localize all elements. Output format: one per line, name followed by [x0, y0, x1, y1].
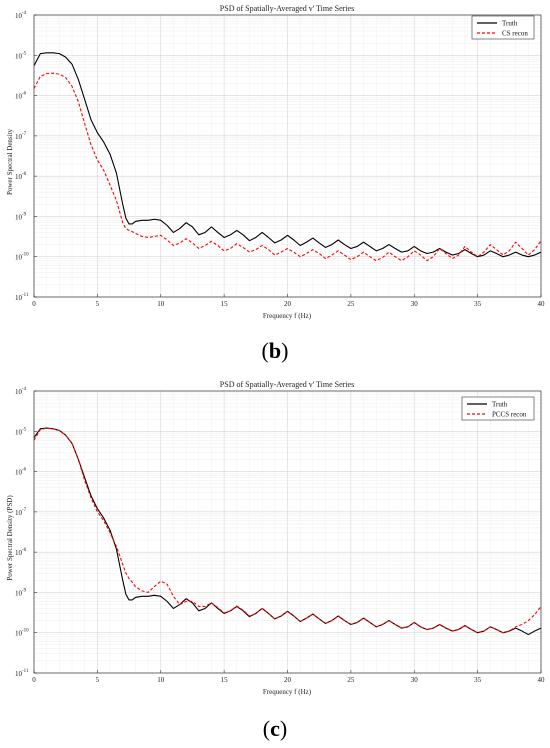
y-tick-label: 10	[15, 173, 23, 181]
x-tick-label: 20	[284, 676, 292, 684]
y-tick-exponent: -11	[22, 669, 29, 674]
panel-label: (c)	[263, 716, 287, 741]
y-tick-exponent: -8	[22, 548, 27, 553]
y-tick-exponent: -7	[22, 508, 27, 513]
x-tick-label: 40	[538, 676, 546, 684]
x-tick-label: 40	[538, 300, 546, 308]
x-tick-label: 30	[411, 300, 419, 308]
psd-panel-c: PSD of Spatially-Averaged v' Time Series…	[6, 380, 545, 741]
axes-frame	[33, 14, 542, 298]
series-line-truth	[33, 52, 542, 258]
x-tick-label: 5	[96, 300, 100, 308]
y-tick-exponent: -6	[22, 92, 27, 97]
chart-title: PSD of Spatially-Averaged v' Time Series	[220, 4, 354, 13]
series-line-recon	[33, 427, 542, 634]
chart-title: PSD of Spatially-Averaged v' Time Series	[220, 380, 354, 389]
y-tick-label: 10	[15, 213, 23, 221]
x-tick-label: 0	[32, 676, 36, 684]
plot-area: 0 5 10 15 20 25 30 35 4010-410-510-610-710-810-9…	[15, 387, 545, 684]
x-tick-label: 25	[347, 300, 355, 308]
x-tick-label: 10	[157, 676, 165, 684]
panel-label: (b)	[262, 338, 289, 363]
y-tick-exponent: -10	[22, 253, 29, 258]
y-tick-exponent: -7	[22, 132, 27, 137]
x-tick-label: 15	[221, 300, 229, 308]
y-tick-label: 10	[15, 630, 23, 638]
y-tick-label: 10	[15, 294, 23, 302]
y-tick-label: 10	[15, 509, 23, 517]
x-tick-label: 35	[474, 300, 482, 308]
legend: Truth PCCS recon	[461, 396, 535, 421]
y-tick-exponent: -8	[22, 172, 27, 177]
x-tick-label: 5	[96, 676, 100, 684]
series-line-recon	[33, 72, 542, 262]
y-tick-exponent: -10	[22, 629, 29, 634]
y-tick-label: 10	[15, 133, 23, 141]
y-tick-exponent: -4	[22, 387, 27, 392]
y-tick-label: 10	[15, 52, 23, 60]
y-tick-exponent: -6	[22, 468, 27, 473]
y-axis-label: Power Spectral Density (PSD)	[6, 495, 14, 581]
x-tick-label: 15	[221, 676, 229, 684]
y-tick-exponent: -4	[22, 11, 27, 16]
legend-entry-recon: CS recon	[502, 30, 528, 38]
y-tick-label: 10	[15, 670, 23, 678]
y-tick-exponent: -5	[22, 51, 27, 56]
legend-entry-truth: Truth	[502, 20, 518, 28]
y-tick-label: 10	[15, 469, 23, 477]
y-axis-label: Power Spectral Density	[6, 128, 14, 195]
y-tick-label: 10	[15, 549, 23, 557]
x-tick-label: 0	[32, 300, 36, 308]
x-axis-label: Frequency f (Hz)	[263, 312, 312, 320]
axes-frame	[33, 390, 542, 674]
x-tick-label: 30	[411, 676, 419, 684]
y-tick-exponent: -11	[22, 293, 29, 298]
y-tick-label: 10	[15, 428, 23, 436]
x-axis-label: Frequency f (Hz)	[263, 688, 312, 696]
y-tick-exponent: -9	[22, 212, 27, 217]
y-tick-label: 10	[15, 388, 23, 396]
y-tick-label: 10	[15, 254, 23, 262]
x-tick-label: 35	[474, 676, 482, 684]
y-tick-label: 10	[15, 93, 23, 101]
y-tick-exponent: -5	[22, 427, 27, 432]
y-tick-label: 10	[15, 12, 23, 20]
y-tick-label: 10	[15, 589, 23, 597]
psd-panel-b: PSD of Spatially-Averaged v' Time Series…	[6, 4, 545, 363]
x-tick-label: 25	[347, 676, 355, 684]
x-tick-label: 10	[157, 300, 165, 308]
plot-area: 0 5 10 15 20 25 30 35 4010-410-510-610-710-810-9…	[15, 11, 545, 308]
y-tick-exponent: -9	[22, 588, 27, 593]
legend-entry-truth: Truth	[492, 401, 508, 409]
legend-entry-recon: PCCS recon	[492, 411, 527, 419]
x-tick-label: 20	[284, 300, 292, 308]
legend: Truth CS recon	[471, 15, 535, 40]
